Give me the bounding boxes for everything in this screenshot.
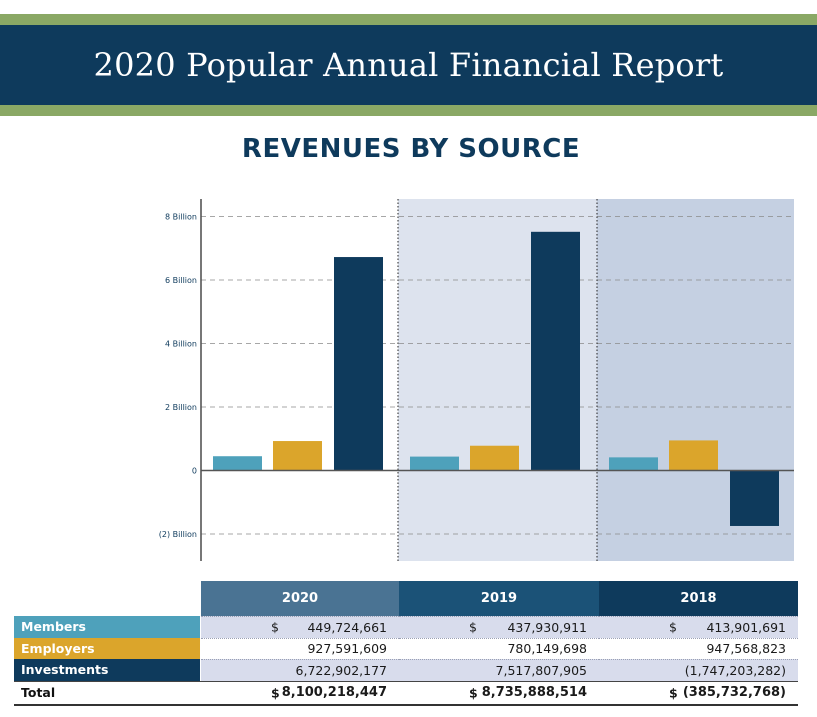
bar-employers-2018 [669,440,718,471]
y-tick-label: 2 Billion [165,403,197,412]
total-2018-cell: $ (385,732,768) [599,682,798,704]
bar-investments-2020 [334,257,383,471]
table-row-investments: Investments 6,722,902,177 7,517,807,905 … [14,659,798,681]
members-2019-value: 437,930,911 [507,619,587,635]
table-row-employers: Employers 927,591,609 780,149,698 947,56… [14,637,798,659]
employers-2018-value: 947,568,823 [706,641,786,657]
investments-2018-cell: (1,747,203,282) [599,659,798,681]
y-tick-label: 4 Billion [165,340,197,349]
members-2018-value: 413,901,691 [706,619,786,635]
table-header-row: 2020 2019 2018 [14,581,798,616]
bar-employers-2019 [470,445,519,471]
row-label-members: Members [14,616,200,638]
table-row-members: Members $449,724,661 $437,930,911 $413,9… [14,616,798,638]
total-2019-value: 8,735,888,514 [481,685,587,700]
dollar-sign: $ [669,685,678,700]
employers-2020-cell: 927,591,609 [201,637,399,659]
investments-2020-value: 6,722,902,177 [295,662,387,678]
investments-2019-cell: 7,517,807,905 [399,659,599,681]
investments-2020-cell: 6,722,902,177 [201,659,399,681]
section-title: REVENUES BY SOURCE [241,134,581,164]
dollar-sign: $ [469,685,478,700]
table-row-total: Total $8,100,218,447 $8,735,888,514 $ (38… [14,680,798,706]
total-2019-cell: $8,735,888,514 [399,682,599,704]
bar-employers-2020 [273,441,322,471]
bar-members-2020 [213,456,262,471]
bar-investments-2018 [730,470,779,526]
investments-2018-value: (1,747,203,282) [684,662,786,678]
row-label-total: Total [21,685,56,700]
column-header-2020: 2020 [201,581,399,616]
row-label-investments: Investments [14,659,200,681]
employers-2019-cell: 780,149,698 [399,637,599,659]
employers-2018-cell: 947,568,823 [599,637,798,659]
bar-members-2019 [410,456,459,471]
report-title: 2020 Popular Annual Financial Report [93,46,724,84]
dollar-sign: $ [669,619,677,635]
total-2020-cell: $8,100,218,447 [201,682,399,704]
revenue-table: 2020 2019 2018 Members $449,724,661 $437… [14,581,798,706]
total-2018-value: (385,732,768) [682,685,786,700]
members-2019-cell: $437,930,911 [399,616,599,638]
dollar-sign: $ [469,619,477,635]
row-label-employers: Employers [14,637,200,659]
investments-2019-value: 7,517,807,905 [495,662,587,678]
bar-members-2018 [609,457,658,471]
report-header: 2020 Popular Annual Financial Report [0,25,817,105]
y-tick-label: 8 Billion [165,213,197,222]
dollar-sign: $ [271,685,280,700]
revenue-bar-chart: 8 Billion 6 Billion 4 Billion 2 Billion 0 (2)… [159,199,794,561]
column-header-2019: 2019 [399,581,599,616]
bar-investments-2019 [531,231,580,471]
dollar-sign: $ [271,619,279,635]
y-tick-label: 0 [192,467,197,476]
top-green-band [0,14,817,25]
members-2020-value: 449,724,661 [307,619,387,635]
employers-2020-value: 927,591,609 [307,641,387,657]
employers-2019-value: 780,149,698 [507,641,587,657]
y-tick-label: 6 Billion [165,276,197,285]
column-header-2018: 2018 [599,581,798,616]
total-2020-value: 8,100,218,447 [281,685,387,700]
members-2020-cell: $449,724,661 [201,616,399,638]
members-2018-cell: $413,901,691 [599,616,798,638]
y-tick-label: (2) Billion [159,530,197,539]
bottom-green-band [0,105,817,116]
